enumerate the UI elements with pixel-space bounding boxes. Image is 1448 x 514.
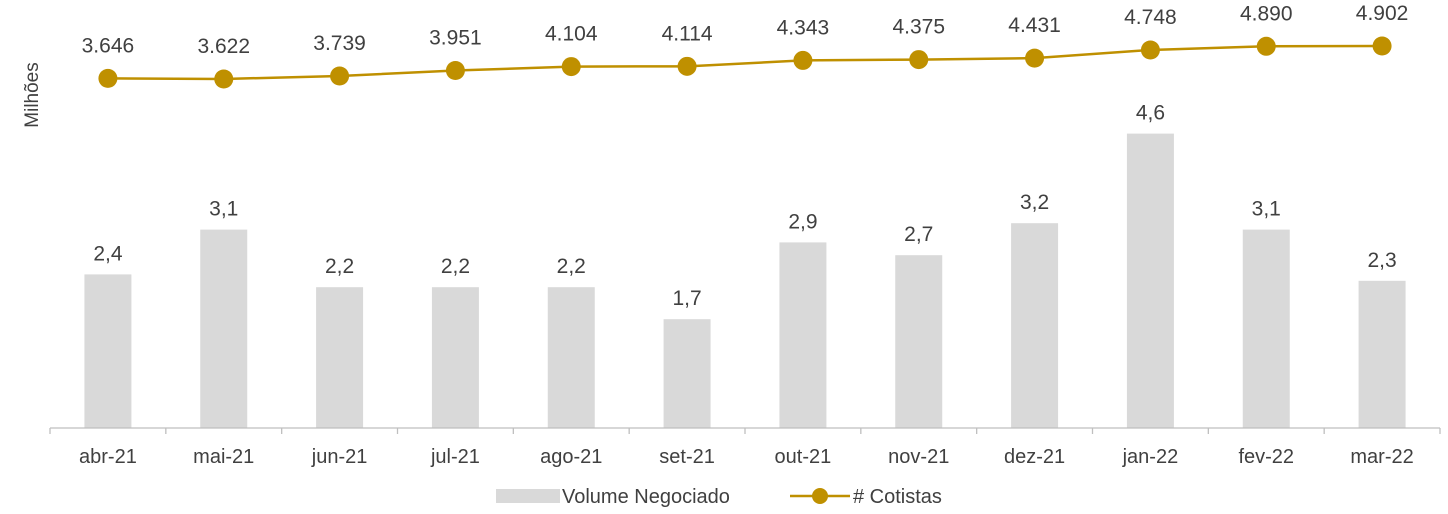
- bar: [200, 229, 248, 428]
- line-data-label: 3.646: [82, 34, 135, 57]
- line-point: [1372, 36, 1392, 56]
- bar-data-label: 4,6: [1136, 102, 1165, 125]
- line-data-label: 4.375: [892, 16, 945, 39]
- y-axis-title: Milhões: [22, 62, 43, 127]
- line-point: [214, 69, 234, 89]
- bar-data-label: 2,4: [93, 242, 123, 265]
- bar: [547, 287, 595, 428]
- line-point: [909, 50, 929, 70]
- line-data-label: 4.343: [777, 16, 830, 39]
- legend-line-marker: [812, 488, 828, 504]
- x-tick-label: jun-21: [311, 446, 368, 468]
- line-point: [561, 57, 581, 77]
- line-point: [1256, 36, 1276, 56]
- x-tick-label: dez-21: [1004, 446, 1065, 468]
- bar: [1011, 223, 1059, 428]
- line-point: [677, 56, 697, 76]
- bar-data-label: 3,1: [209, 198, 238, 221]
- x-tick-label: set-21: [659, 446, 715, 468]
- bar: [1242, 229, 1290, 428]
- line-data-label: 4.431: [1008, 14, 1061, 37]
- x-tick-label: mar-22: [1350, 446, 1413, 468]
- bar-data-label: 1,7: [672, 287, 701, 310]
- line-data-label: 3.951: [429, 27, 482, 50]
- bar-data-label: 2,2: [441, 255, 470, 278]
- line-point: [1025, 48, 1045, 68]
- legend-bar-swatch: [496, 489, 560, 503]
- bar: [1126, 133, 1174, 428]
- x-tick-label: mai-21: [193, 446, 254, 468]
- line-data-label: 4.104: [545, 23, 598, 46]
- bar-data-label: 2,2: [557, 255, 586, 278]
- legend-bar-label: Volume Negociado: [562, 486, 730, 508]
- bar: [779, 242, 827, 428]
- bar: [663, 319, 711, 428]
- x-tick-label: fev-22: [1238, 446, 1294, 468]
- x-tick-label: abr-21: [79, 446, 137, 468]
- line-data-label: 3.622: [197, 35, 250, 58]
- x-tick-label: ago-21: [540, 446, 602, 468]
- bar-data-label: 2,9: [788, 210, 817, 233]
- bar-data-label: 2,7: [904, 223, 933, 246]
- line-point: [98, 68, 118, 88]
- legend-line-label: # Cotistas: [853, 486, 942, 508]
- bar-data-label: 3,2: [1020, 191, 1049, 214]
- line-data-label: 4.114: [662, 22, 713, 45]
- bar-data-label: 2,3: [1367, 249, 1396, 272]
- line-data-label: 4.890: [1240, 2, 1293, 25]
- line-point: [445, 61, 465, 81]
- x-tick-label: nov-21: [888, 446, 949, 468]
- bar-data-labels: 2,4 3,1 2,2 2,2 2,2 1,7 2,9 2,7 3,2 4,6 3,1 2,3: [93, 102, 1396, 311]
- bar: [431, 287, 479, 428]
- bar-data-label: 3,1: [1252, 198, 1281, 221]
- bar: [84, 274, 132, 428]
- legend: Volume Negociado # Cotistas: [496, 486, 942, 508]
- bar: [1358, 280, 1406, 428]
- line-path: [107, 44, 1383, 81]
- line-series: [98, 36, 1392, 89]
- x-tick-label: jul-21: [430, 446, 480, 468]
- bar: [316, 287, 364, 428]
- x-axis: abr-21 mai-21 jun-21 jul-21 ago-21 set-21 out-…: [49, 427, 1441, 468]
- line-data-label: 4.748: [1124, 6, 1177, 29]
- x-tick-label: jan-22: [1122, 446, 1179, 468]
- bar-series: [84, 133, 1406, 428]
- line-point: [1140, 40, 1160, 60]
- bar-data-label: 2,2: [325, 255, 354, 278]
- line-point: [330, 66, 350, 86]
- line-point: [793, 50, 813, 70]
- x-tick-label: out-21: [775, 446, 832, 468]
- bar: [895, 255, 943, 428]
- line-data-label: 3.739: [313, 32, 366, 55]
- line-data-label: 4.902: [1356, 2, 1409, 25]
- line-data-labels: 3.646 3.622 3.739 3.951 4.104 4.114 4.343 4.375…: [82, 2, 1409, 58]
